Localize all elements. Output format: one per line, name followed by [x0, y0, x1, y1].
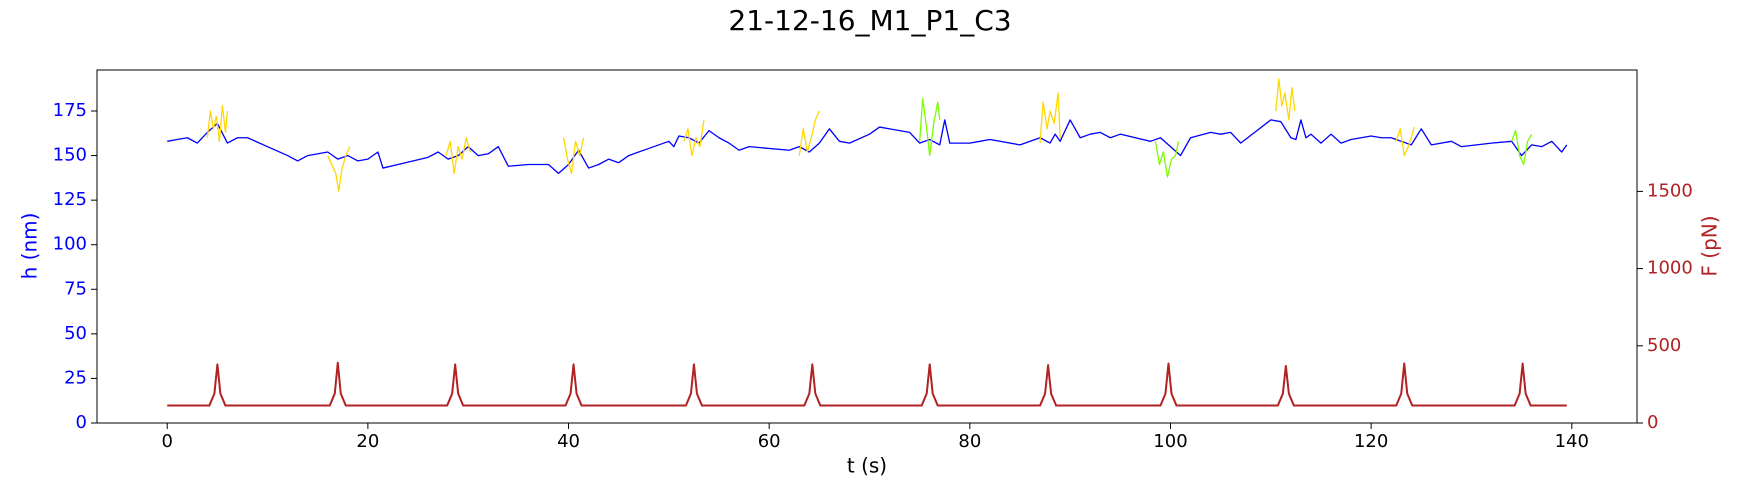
x-tick-label: 120 — [1354, 431, 1388, 452]
x-tick-label: 40 — [557, 431, 580, 452]
y-tick-label: 100 — [53, 234, 87, 255]
data-line — [206, 105, 229, 142]
data-line — [327, 146, 351, 192]
x-tick-label: 0 — [162, 431, 173, 452]
y-tick-label: 125 — [53, 189, 87, 210]
data-line — [919, 97, 941, 157]
y-tick-label: 25 — [64, 367, 87, 388]
y2-axis-label: F (pN) — [1698, 215, 1722, 276]
y-axis-label: h (nm) — [18, 213, 42, 280]
x-axis-label: t (s) — [847, 454, 887, 478]
x-tick-label: 100 — [1153, 431, 1187, 452]
plot-frame — [96, 69, 1638, 424]
y2-tick-label: 500 — [1647, 335, 1681, 356]
chart-title: 21-12-16_M1_P1_C3 — [728, 4, 1011, 37]
x-tick-label: 60 — [758, 431, 781, 452]
data-line — [1039, 92, 1061, 144]
data-line — [1510, 129, 1533, 166]
data-line — [798, 110, 820, 156]
y2-tick-label: 1000 — [1647, 258, 1693, 279]
data-line — [167, 361, 1567, 407]
x-tick-label: 140 — [1555, 431, 1589, 452]
x-tick-label: 20 — [356, 431, 379, 452]
y-tick-label: 175 — [53, 100, 87, 121]
y-tick-label: 75 — [64, 278, 87, 299]
y-tick-label: 0 — [76, 412, 87, 433]
data-line — [167, 119, 1568, 175]
data-line — [683, 119, 705, 157]
data-line — [1395, 126, 1415, 157]
data-line — [445, 137, 471, 175]
data-line — [1275, 78, 1296, 121]
y-tick-label: 150 — [53, 145, 87, 166]
y2-tick-label: 0 — [1647, 412, 1658, 433]
x-tick-label: 80 — [958, 431, 981, 452]
y-tick-label: 50 — [64, 323, 87, 344]
data-line — [562, 137, 585, 175]
data-line — [1154, 141, 1180, 178]
y2-tick-label: 1500 — [1647, 180, 1693, 201]
